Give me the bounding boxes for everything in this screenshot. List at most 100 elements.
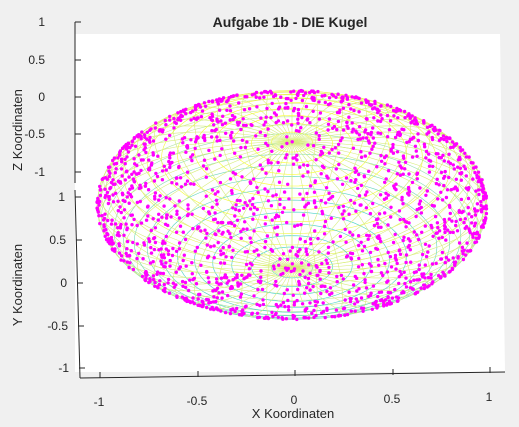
data-point [298,247,302,252]
data-point [450,267,455,272]
data-point [463,151,467,155]
data-point [221,251,226,256]
data-point [384,154,388,158]
data-point [387,128,392,132]
data-point [463,217,467,221]
data-point [241,227,245,231]
data-point [475,175,479,180]
data-point [255,105,259,109]
data-point [287,197,291,201]
data-point [348,296,352,301]
data-point [174,230,179,234]
data-point [255,302,259,307]
data-point [321,301,325,305]
data-point [219,309,223,313]
data-point [131,267,136,272]
data-point [345,124,349,128]
data-point [373,300,378,305]
data-point [414,214,418,219]
data-point [376,110,380,115]
data-point [249,240,253,245]
data-point [460,245,465,250]
data-point [348,251,353,255]
data-point [121,198,125,203]
data-point [286,305,291,309]
data-point [164,261,168,265]
data-point [180,295,184,299]
data-point [336,314,341,318]
data-point [334,308,339,312]
data-point [427,170,432,174]
data-point [255,248,259,252]
data-point [230,130,234,135]
data-point [391,151,396,155]
data-point [212,244,216,248]
data-point [357,110,361,114]
data-point [146,214,150,218]
data-point [167,159,171,164]
data-point [284,317,289,321]
data-point [265,315,270,320]
data-point [106,195,111,199]
data-point [400,127,404,131]
data-point [199,263,203,267]
data-point [186,288,191,293]
data-point [367,141,371,145]
data-point [364,117,369,121]
data-point [402,156,406,160]
data-point [335,280,339,284]
data-point [445,139,449,144]
data-point [204,167,209,171]
data-point [225,281,229,285]
data-point [441,153,445,157]
data-point [337,151,341,155]
data-point [302,163,306,167]
data-point [296,287,300,292]
data-point [181,258,185,263]
data-point [121,193,125,197]
data-point [153,191,158,195]
data-point [148,261,153,265]
data-point [239,127,243,132]
data-point [158,271,163,275]
data-point [463,167,468,171]
data-point [233,151,237,155]
data-point [172,116,176,121]
data-point [366,294,371,299]
data-point [476,236,481,240]
data-point [154,171,158,176]
data-point [350,130,354,134]
data-point [341,277,345,281]
data-point [364,206,369,210]
data-point [230,113,235,118]
data-point [231,206,235,210]
data-point [434,181,439,186]
data-point [336,92,340,96]
data-point [395,261,399,266]
data-point [349,107,353,111]
data-point [217,291,221,295]
data-point [135,242,139,246]
data-point [111,193,115,197]
data-point [132,136,137,140]
data-point [281,121,286,125]
data-point [353,309,357,313]
data-point [179,118,183,123]
data-point [213,211,217,215]
data-point [198,303,202,308]
data-point [379,104,383,108]
data-point [123,157,127,161]
data-point [359,203,363,207]
data-point [195,245,199,250]
data-point [189,118,193,122]
data-point [439,136,443,141]
data-point [327,191,331,195]
data-point [174,176,179,180]
data-point [256,190,260,195]
data-point [319,291,323,296]
data-point [313,299,317,304]
data-point [378,298,383,303]
data-point [366,132,370,136]
data-point [102,223,106,227]
data-point [397,281,401,286]
